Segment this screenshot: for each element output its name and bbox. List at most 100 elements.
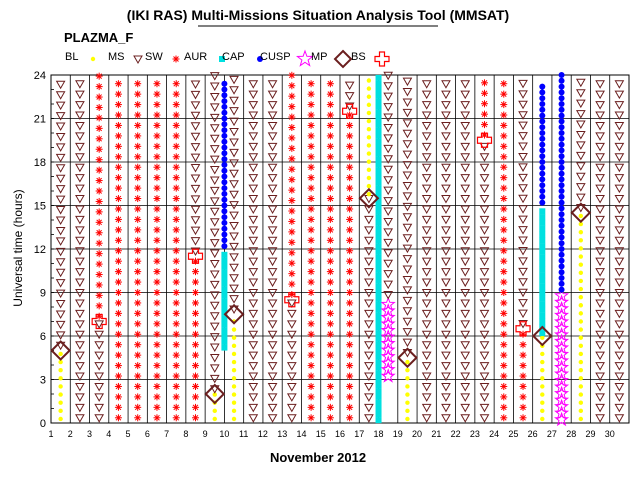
data-point-sw — [519, 414, 527, 422]
data-point-bl — [231, 343, 237, 349]
data-point-ms — [94, 403, 105, 413]
data-point-ms — [402, 88, 413, 97]
data-point-sw — [326, 174, 334, 182]
x-tick-label: 23 — [470, 429, 480, 439]
data-point-ms — [441, 132, 451, 141]
data-point-sw — [153, 195, 161, 203]
data-point-sw — [153, 257, 161, 265]
data-point-sw — [346, 372, 354, 380]
data-point-ms — [575, 110, 586, 119]
data-point-aur — [375, 353, 382, 360]
data-point-sw — [500, 90, 508, 98]
data-point-ms — [286, 393, 297, 402]
data-point-sw — [500, 320, 508, 328]
data-point-sw — [326, 257, 334, 265]
legend-label-bs: BS — [351, 51, 366, 63]
data-point-ms — [383, 291, 394, 300]
data-point-cap — [558, 222, 565, 229]
data-point-ms — [614, 80, 625, 89]
data-point-ms — [229, 86, 239, 95]
data-point-aur — [375, 138, 382, 145]
data-point-ms — [518, 142, 528, 152]
x-tick-label: 25 — [508, 429, 518, 439]
data-point-ms — [75, 362, 85, 371]
data-point-ms — [614, 163, 625, 173]
x-tick-label: 12 — [258, 429, 268, 439]
data-point-bl — [578, 416, 584, 422]
legend-label-ms: MS — [108, 51, 125, 63]
data-point-sw — [95, 135, 103, 143]
data-point-ms — [267, 403, 278, 413]
data-point-ms — [209, 364, 220, 373]
data-point-sw — [95, 218, 103, 226]
data-point-ms — [595, 414, 605, 423]
data-point-ms — [383, 259, 394, 269]
data-point-sw — [172, 268, 180, 276]
data-point-ms — [248, 174, 259, 183]
data-point-ms — [229, 274, 239, 283]
data-point-sw — [192, 268, 199, 276]
data-point-ms — [229, 107, 239, 116]
data-point-ms — [460, 257, 471, 267]
data-point-ms — [286, 382, 297, 392]
data-point-aur — [539, 208, 546, 215]
data-point-ms — [267, 330, 278, 340]
data-point-aur — [375, 306, 382, 313]
data-point-ms — [614, 174, 625, 183]
data-point-ms — [248, 163, 259, 173]
data-point-ms — [614, 111, 625, 121]
data-point-cap — [558, 112, 565, 119]
data-point-sw — [326, 101, 334, 109]
data-point-cap — [221, 208, 228, 215]
data-point-ms — [190, 174, 201, 183]
data-point-cap — [221, 231, 228, 238]
data-point-ms — [402, 338, 413, 348]
data-point-aur — [375, 254, 382, 261]
data-point-sw — [346, 299, 354, 307]
data-point-aur — [375, 405, 382, 412]
data-point-sw — [326, 341, 334, 349]
legend-marker-cap — [257, 56, 263, 62]
data-point-sw — [326, 163, 334, 171]
data-point-ms — [248, 226, 259, 235]
x-tick-label: 15 — [316, 429, 326, 439]
data-point-ms — [55, 237, 66, 246]
data-point-cap — [558, 141, 565, 148]
data-point-ms — [614, 90, 625, 100]
data-point-aur — [375, 115, 382, 122]
data-point-ms — [383, 228, 394, 237]
data-point-bl — [540, 392, 545, 397]
data-point-ms — [421, 80, 432, 89]
data-point-sw — [95, 72, 103, 80]
data-point-sw — [192, 414, 199, 422]
data-point-ms — [575, 78, 586, 88]
data-point-ms — [383, 113, 394, 123]
data-point-cap — [221, 109, 228, 116]
data-point-bl — [405, 408, 410, 414]
data-point-ms — [267, 184, 278, 194]
data-point-ms — [595, 320, 605, 329]
data-point-sw — [326, 195, 334, 203]
data-point-ms — [364, 382, 374, 392]
data-point-aur — [539, 272, 546, 279]
data-point-sw — [307, 101, 315, 109]
data-point-sw — [172, 320, 180, 328]
data-point-ms — [344, 81, 355, 91]
data-point-sw — [95, 156, 103, 164]
data-point-ms — [383, 217, 394, 227]
data-point-sw — [95, 177, 103, 185]
data-point-ms — [595, 80, 605, 89]
data-point-ms — [614, 330, 625, 340]
data-point-sw — [346, 163, 354, 171]
data-point-aur — [221, 333, 228, 339]
data-point-sw — [519, 341, 527, 349]
data-point-sw — [114, 351, 122, 359]
data-point-ms — [55, 164, 66, 173]
data-point-ms — [421, 414, 432, 423]
data-point-sw — [346, 309, 354, 317]
data-point-cap — [539, 101, 546, 107]
data-point-sw — [326, 309, 334, 317]
data-point-ms — [518, 132, 528, 141]
data-point-sw — [288, 134, 296, 142]
data-point-ms — [75, 299, 85, 308]
